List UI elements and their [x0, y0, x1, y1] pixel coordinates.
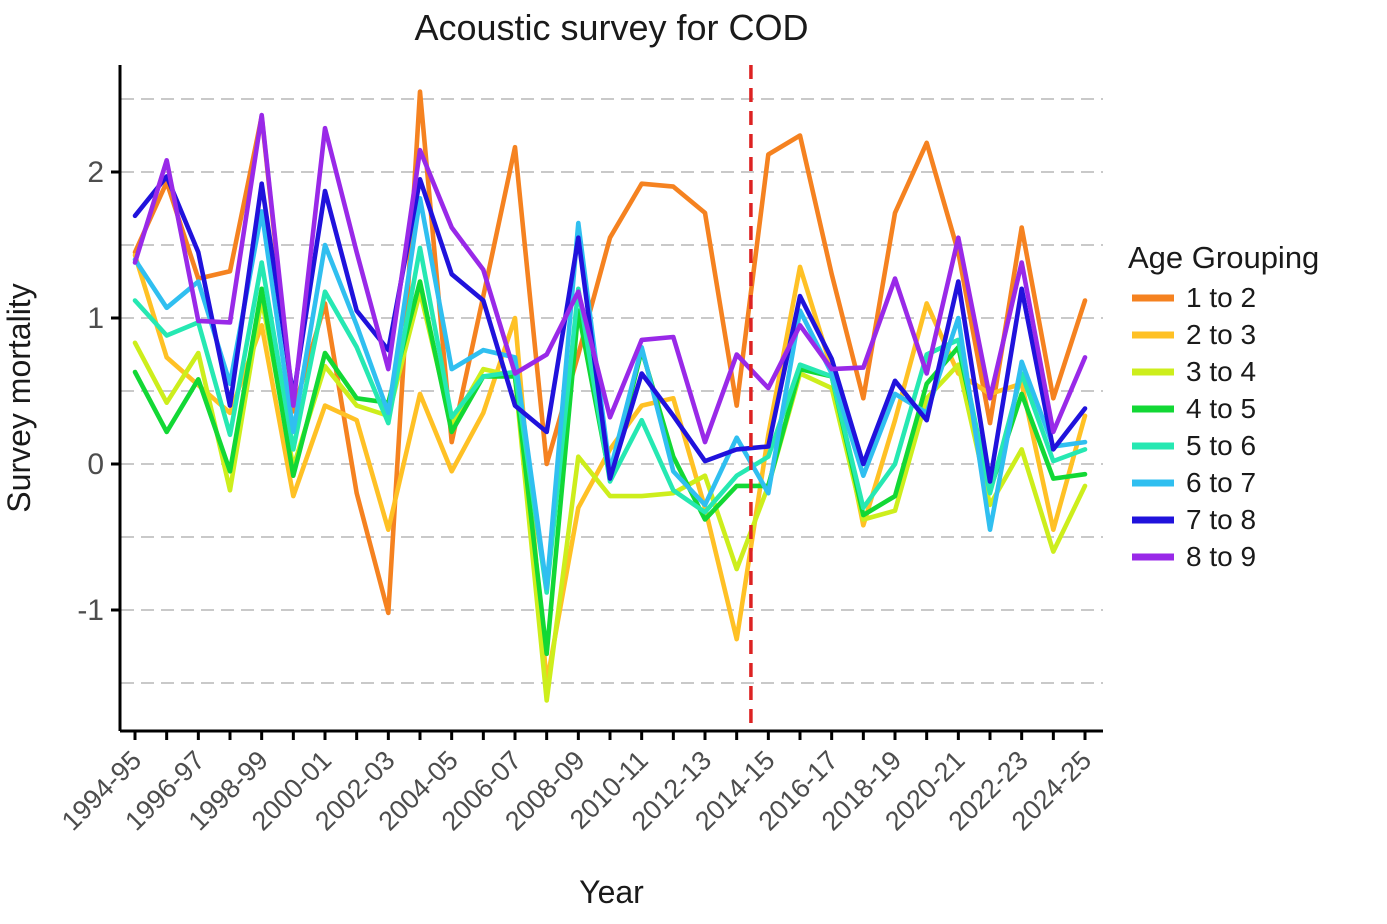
legend-label-4-to-5: 4 to 5	[1186, 393, 1256, 424]
y-tick-label: 0	[87, 448, 104, 481]
x-axis-title: Year	[579, 874, 644, 910]
legend-label-1-to-2: 1 to 2	[1186, 282, 1256, 313]
y-tick-label: 1	[87, 302, 104, 335]
legend-label-6-to-7: 6 to 7	[1186, 467, 1256, 498]
y-axis-title: Survey mortality	[1, 283, 37, 512]
series-line-5-to-6	[132, 245, 1088, 595]
series-line-1-to-2	[132, 89, 1088, 616]
series-line-2-to-3	[132, 252, 1088, 686]
y-tick-label: 2	[87, 156, 104, 189]
legend-label-7-to-8: 7 to 8	[1186, 504, 1256, 535]
series-line-8-to-9	[132, 112, 1088, 445]
y-tick-label: -1	[77, 594, 104, 627]
legend-label-3-to-4: 3 to 4	[1186, 356, 1256, 387]
legend-label-5-to-6: 5 to 6	[1186, 430, 1256, 461]
legend-title: Age Grouping	[1128, 240, 1319, 275]
legend-label-8-to-9: 8 to 9	[1186, 541, 1256, 572]
chart-title: Acoustic survey for COD	[414, 7, 808, 48]
legend-label-2-to-3: 2 to 3	[1186, 319, 1256, 350]
